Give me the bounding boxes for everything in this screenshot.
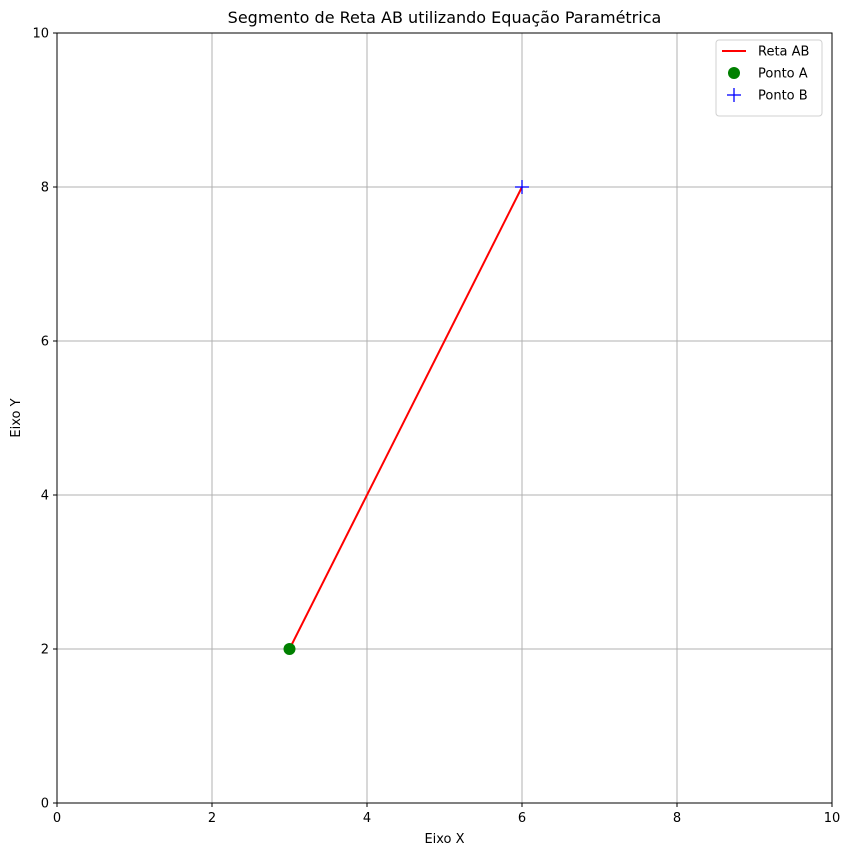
x-axis-label: Eixo X [424, 832, 464, 847]
chart-title: Segmento de Reta AB utilizando Equação P… [228, 8, 662, 27]
plot-frame [56, 32, 833, 804]
x-tick-label: 2 [208, 811, 216, 826]
y-tick-label: 2 [41, 643, 49, 658]
y-axis: 0 2 4 6 8 10 [32, 27, 57, 812]
y-axis-label: Eixo Y [9, 398, 24, 437]
legend: Reta AB Ponto A Ponto B [715, 39, 823, 117]
line-reta-ab [288, 186, 523, 650]
legend-circle-swatch [728, 67, 740, 79]
legend-item: Reta AB [722, 45, 809, 60]
x-tick-label: 10 [824, 811, 841, 826]
y-tick-label: 6 [41, 335, 49, 350]
legend-label: Ponto B [758, 89, 808, 104]
point-a-marker [283, 643, 296, 655]
x-tick-label: 8 [673, 811, 681, 826]
x-tick-label: 6 [518, 811, 526, 826]
x-tick-label: 4 [363, 811, 371, 826]
x-axis: 0 2 4 6 8 10 [53, 803, 840, 826]
legend-box [715, 39, 823, 117]
legend-label: Reta AB [758, 45, 809, 60]
y-tick-label: 8 [41, 181, 49, 196]
series-layer [283, 180, 529, 655]
y-tick-label: 4 [41, 489, 49, 504]
point-b-marker [515, 180, 529, 194]
plot-border [56, 32, 833, 804]
legend-label: Ponto A [758, 67, 808, 82]
grid [56, 32, 833, 804]
y-tick-label: 0 [41, 797, 49, 812]
legend-item: Ponto A [728, 67, 808, 82]
legend-item: Ponto B [727, 88, 808, 104]
y-tick-label: 10 [32, 27, 49, 42]
x-tick-label: 0 [53, 811, 61, 826]
